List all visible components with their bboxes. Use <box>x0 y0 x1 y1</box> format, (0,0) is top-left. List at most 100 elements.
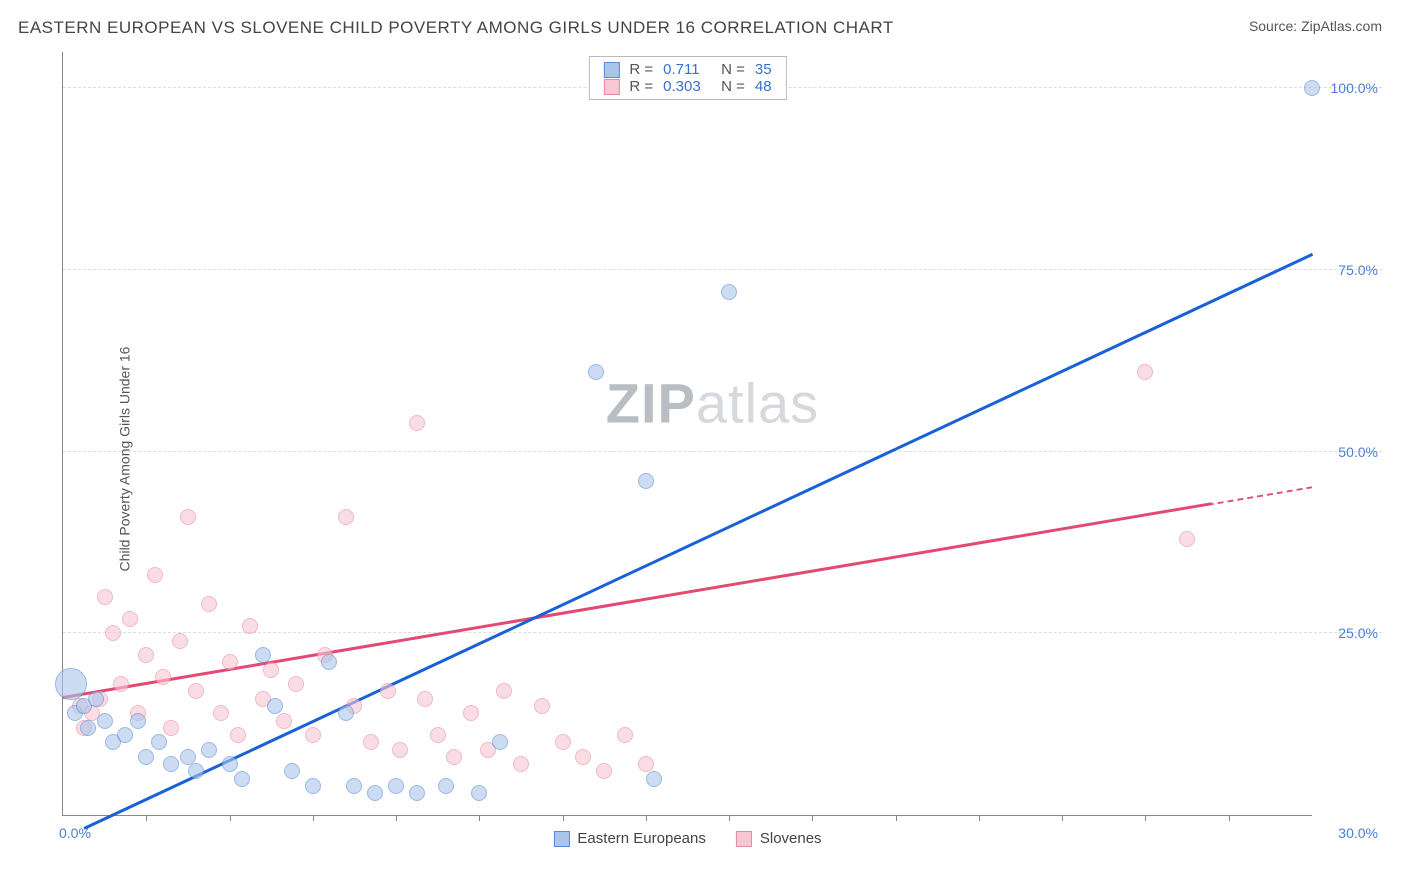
data-point <box>363 734 379 750</box>
r-label: R = <box>629 78 653 95</box>
x-tick <box>1145 815 1146 821</box>
data-point <box>392 742 408 758</box>
data-point <box>346 778 362 794</box>
data-point <box>213 705 229 721</box>
data-point <box>97 589 113 605</box>
data-point <box>380 683 396 699</box>
data-point <box>288 676 304 692</box>
data-point <box>513 756 529 772</box>
data-point <box>388 778 404 794</box>
data-point <box>555 734 571 750</box>
x-tick <box>979 815 980 821</box>
r-value: 0.711 <box>663 61 711 78</box>
data-point <box>438 778 454 794</box>
data-point <box>575 749 591 765</box>
data-point <box>163 720 179 736</box>
chart-container: Child Poverty Among Girls Under 16 ZIPat… <box>18 52 1382 866</box>
x-tick <box>563 815 564 821</box>
series-legend: Eastern Europeans Slovenes <box>553 830 821 847</box>
x-tick <box>1062 815 1063 821</box>
y-tick-label: 75.0% <box>1338 262 1378 278</box>
legend-swatch <box>603 62 619 78</box>
legend-item: Eastern Europeans <box>553 830 705 847</box>
data-point <box>105 625 121 641</box>
n-value: 48 <box>755 78 772 95</box>
trend-line <box>63 502 1212 698</box>
data-point <box>430 727 446 743</box>
data-point <box>588 364 604 380</box>
data-point <box>409 415 425 431</box>
header: EASTERN EUROPEAN VS SLOVENE CHILD POVERT… <box>0 0 1406 44</box>
data-point <box>130 713 146 729</box>
data-point <box>338 509 354 525</box>
gridline <box>63 269 1382 270</box>
data-point <box>180 749 196 765</box>
data-point <box>638 756 654 772</box>
y-tick-label: 25.0% <box>1338 625 1378 641</box>
source-attribution: Source: ZipAtlas.com <box>1249 18 1382 34</box>
data-point <box>1304 80 1320 96</box>
data-point <box>230 727 246 743</box>
data-point <box>97 713 113 729</box>
y-tick-label: 50.0% <box>1338 444 1378 460</box>
legend-swatch <box>603 79 619 95</box>
data-point <box>255 647 271 663</box>
data-point <box>721 284 737 300</box>
data-point <box>151 734 167 750</box>
legend-label: Slovenes <box>760 830 822 847</box>
x-tick <box>812 815 813 821</box>
data-point <box>234 771 250 787</box>
x-axis-max-label: 30.0% <box>1338 825 1378 841</box>
watermark: ZIPatlas <box>606 370 819 435</box>
data-point <box>471 785 487 801</box>
data-point <box>155 669 171 685</box>
data-point <box>55 668 87 700</box>
data-point <box>617 727 633 743</box>
x-tick <box>1229 815 1230 821</box>
legend-row: R =0.303N =48 <box>603 78 771 95</box>
data-point <box>201 596 217 612</box>
data-point <box>188 683 204 699</box>
r-label: R = <box>629 61 653 78</box>
data-point <box>409 785 425 801</box>
legend-item: Slovenes <box>736 830 822 847</box>
data-point <box>122 611 138 627</box>
data-point <box>147 567 163 583</box>
data-point <box>534 698 550 714</box>
n-label: N = <box>721 78 745 95</box>
y-tick-label: 100.0% <box>1331 80 1378 96</box>
correlation-legend: R =0.711N =35R =0.303N =48 <box>588 56 786 100</box>
x-tick <box>479 815 480 821</box>
data-point <box>638 473 654 489</box>
data-point <box>284 763 300 779</box>
data-point <box>201 742 217 758</box>
data-point <box>321 654 337 670</box>
legend-swatch <box>553 831 569 847</box>
data-point <box>276 713 292 729</box>
x-tick <box>729 815 730 821</box>
data-point <box>1179 531 1195 547</box>
x-tick <box>646 815 647 821</box>
data-point <box>138 647 154 663</box>
legend-row: R =0.711N =35 <box>603 61 771 78</box>
data-point <box>172 633 188 649</box>
gridline <box>63 451 1382 452</box>
data-point <box>305 778 321 794</box>
data-point <box>417 691 433 707</box>
data-point <box>80 720 96 736</box>
x-tick <box>396 815 397 821</box>
data-point <box>267 698 283 714</box>
plot-area: ZIPatlas R =0.711N =35R =0.303N =48 0.0%… <box>62 52 1312 816</box>
data-point <box>180 509 196 525</box>
data-point <box>113 676 129 692</box>
chart-title: EASTERN EUROPEAN VS SLOVENE CHILD POVERT… <box>18 18 894 38</box>
n-value: 35 <box>755 61 772 78</box>
data-point <box>367 785 383 801</box>
trend-line <box>83 253 1312 829</box>
data-point <box>117 727 133 743</box>
x-tick <box>146 815 147 821</box>
data-point <box>188 763 204 779</box>
data-point <box>138 749 154 765</box>
legend-swatch <box>736 831 752 847</box>
legend-label: Eastern Europeans <box>577 830 705 847</box>
